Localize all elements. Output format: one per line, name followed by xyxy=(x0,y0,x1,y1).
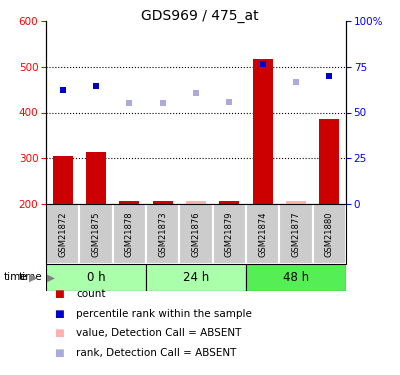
Text: percentile rank within the sample: percentile rank within the sample xyxy=(76,309,252,319)
Bar xyxy=(213,204,246,264)
Text: ■: ■ xyxy=(54,348,64,358)
Text: ■: ■ xyxy=(54,309,64,319)
Text: GSM21876: GSM21876 xyxy=(192,211,200,257)
Text: value, Detection Call = ABSENT: value, Detection Call = ABSENT xyxy=(76,328,241,338)
Text: GSM21873: GSM21873 xyxy=(158,211,167,257)
Bar xyxy=(179,204,213,264)
Bar xyxy=(279,204,313,264)
Text: 48 h: 48 h xyxy=(283,271,309,284)
Bar xyxy=(246,204,279,264)
Bar xyxy=(246,264,346,291)
Text: count: count xyxy=(76,290,106,299)
Bar xyxy=(46,204,79,264)
Bar xyxy=(286,201,306,204)
Bar xyxy=(146,264,246,291)
Text: 0 h: 0 h xyxy=(87,271,105,284)
Text: time: time xyxy=(4,273,28,282)
Text: GSM21874: GSM21874 xyxy=(258,211,267,257)
Text: GDS969 / 475_at: GDS969 / 475_at xyxy=(141,9,259,23)
Text: GSM21880: GSM21880 xyxy=(325,211,334,257)
Bar xyxy=(79,204,113,264)
Text: ▶: ▶ xyxy=(47,273,55,282)
Text: ■: ■ xyxy=(54,328,64,338)
Bar xyxy=(253,59,273,204)
Text: GSM21877: GSM21877 xyxy=(292,211,300,257)
Bar xyxy=(86,152,106,204)
Bar xyxy=(146,204,179,264)
Text: 24 h: 24 h xyxy=(183,271,209,284)
Bar xyxy=(119,201,139,204)
Text: ■: ■ xyxy=(54,290,64,299)
Text: rank, Detection Call = ABSENT: rank, Detection Call = ABSENT xyxy=(76,348,236,358)
Text: GSM21878: GSM21878 xyxy=(125,211,134,257)
Text: time: time xyxy=(18,273,42,282)
Text: ▶: ▶ xyxy=(29,273,37,282)
Text: GSM21879: GSM21879 xyxy=(225,211,234,257)
Text: GSM21875: GSM21875 xyxy=(92,211,100,257)
Bar xyxy=(319,119,339,204)
Bar xyxy=(53,156,73,204)
Bar xyxy=(153,201,173,204)
Text: GSM21872: GSM21872 xyxy=(58,211,67,257)
Bar xyxy=(313,204,346,264)
Bar xyxy=(113,204,146,264)
Bar xyxy=(46,264,146,291)
Bar xyxy=(186,201,206,204)
Bar xyxy=(219,201,239,204)
